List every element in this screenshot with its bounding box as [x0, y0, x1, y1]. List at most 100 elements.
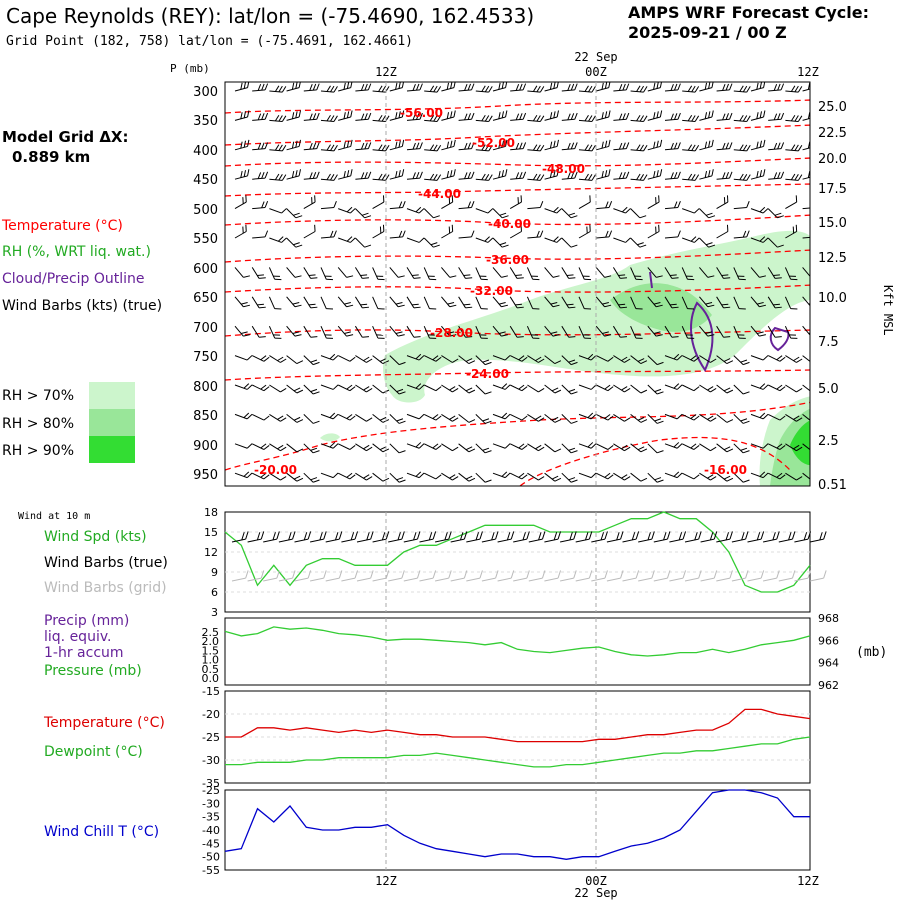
xs-wind-barb [441, 443, 459, 452]
chill-y-ticks: -25-30-35-40-45-50-55 [202, 784, 220, 877]
y-tick-label: -25 [202, 731, 220, 744]
wind-barb [341, 570, 359, 582]
xs-wind-barb [475, 443, 492, 454]
xs-wind-barb [733, 267, 746, 281]
xs-wind-barb [664, 267, 679, 279]
xs-wind-barb [647, 267, 663, 278]
xs-wind-barb [234, 195, 247, 210]
temperature-line [225, 708, 811, 743]
xs-wind-barb [681, 267, 695, 281]
xs-wind-barb [716, 112, 733, 121]
xs-wind-barb [802, 472, 810, 482]
isotherm-16 [519, 436, 791, 486]
xs-wind-barb [389, 267, 405, 278]
wind-barb [481, 570, 499, 582]
wind-barb [559, 570, 577, 582]
xs-wind-barb [750, 325, 766, 337]
pressure-tick: 850 [193, 409, 218, 424]
xs-wind-barb [286, 355, 304, 365]
xs-wind-barb [768, 142, 785, 151]
xs-wind-barb [647, 82, 663, 92]
temp-gridlines [225, 713, 810, 761]
xs-wind-barb [355, 142, 372, 151]
xs-wind-barb [338, 82, 353, 92]
legend-wind-barbs-true: Wind Barbs (true) [44, 555, 168, 571]
xs-wind-barb [716, 355, 734, 365]
xs-wind-barb [441, 110, 456, 121]
y-tick-label: 968 [818, 612, 839, 625]
xs-wind-barb [458, 83, 475, 92]
wind-barb [794, 570, 812, 582]
wind-barb [809, 531, 827, 543]
xs-wind-barb [509, 267, 524, 279]
xs-wind-barb [733, 325, 746, 339]
xs-wind-barb [716, 171, 733, 180]
wind-barb [544, 531, 562, 543]
xs-wind-barb [527, 384, 545, 393]
isotherm-label: -20.00 [254, 463, 297, 477]
xs-wind-barb [613, 384, 631, 393]
xs-wind-barb [441, 267, 457, 278]
xs-wind-barb [750, 169, 766, 180]
xs-wind-barb [423, 413, 442, 421]
xs-wind-barb [716, 443, 734, 453]
xs-wind-barb [785, 144, 803, 152]
xs-wind-barb [613, 443, 631, 452]
top-time-12z-a: 12Z [375, 65, 397, 79]
xs-wind-barb [269, 208, 287, 214]
wind-barb [778, 531, 796, 543]
y-tick-label: -40 [202, 824, 220, 837]
xs-wind-barb [372, 267, 385, 281]
xs-wind-barb [441, 169, 456, 180]
xs-wind-barb [441, 384, 459, 393]
xs-wind-barb [630, 237, 647, 248]
xs-wind-barb [355, 83, 372, 92]
wind-barb [356, 570, 374, 582]
xs-wind-barb [234, 169, 250, 180]
wind-panel-title: Wind at 10 m [18, 511, 90, 522]
wind-barbs-true-row [231, 531, 827, 543]
y-tick-label: -35 [202, 811, 220, 824]
xs-wind-barb [234, 443, 253, 449]
wind-barb [309, 531, 327, 543]
xs-wind-barb [750, 471, 769, 479]
xs-wind-barb [320, 353, 339, 361]
height-tick: 2.5 [818, 434, 839, 449]
legend-wind-speed: Wind Spd (kts) [44, 529, 147, 545]
xs-wind-barb [492, 237, 509, 248]
xs-wind-barb [355, 355, 373, 363]
pressure-tick: 800 [193, 380, 218, 395]
xs-wind-barb [252, 112, 269, 121]
xs-wind-barb [303, 195, 316, 210]
y-tick-label: 2.0 [202, 635, 220, 648]
xs-wind-barb [441, 325, 457, 337]
isotherm-label: -44.00 [418, 187, 461, 201]
xs-wind-barb [733, 230, 750, 239]
wind-barb [450, 531, 468, 543]
xs-wind-barb [785, 85, 803, 93]
xs-wind-barb [664, 230, 681, 239]
xs-wind-barb [578, 412, 597, 420]
xs-wind-barb [785, 384, 803, 393]
xs-wind-barb [355, 413, 373, 422]
xs-wind-barb [750, 206, 769, 214]
xs-wind-barb [372, 85, 390, 93]
xs-wind-barb [355, 237, 372, 248]
bottom-time-00z: 00Z [585, 874, 607, 888]
xs-wind-barb [423, 267, 437, 281]
xs-wind-barb [269, 85, 287, 93]
xs-wind-barb [767, 237, 784, 248]
xs-wind-barb [785, 355, 803, 363]
xs-wind-barb [492, 383, 511, 390]
xs-wind-barb [561, 208, 578, 219]
xs-wind-barb [269, 173, 287, 181]
legend-accum: 1-hr accum [44, 645, 124, 661]
xs-wind-barb [320, 144, 338, 152]
xs-wind-barb [527, 114, 545, 123]
xs-wind-barb [406, 112, 423, 121]
pressure-ticks: 300 350 400 450 500 550 600 650 700 750 … [193, 85, 218, 483]
xs-wind-barb [750, 296, 766, 308]
xs-wind-barb [458, 472, 476, 482]
xs-wind-barb [578, 325, 592, 339]
xs-wind-barb [458, 443, 476, 453]
